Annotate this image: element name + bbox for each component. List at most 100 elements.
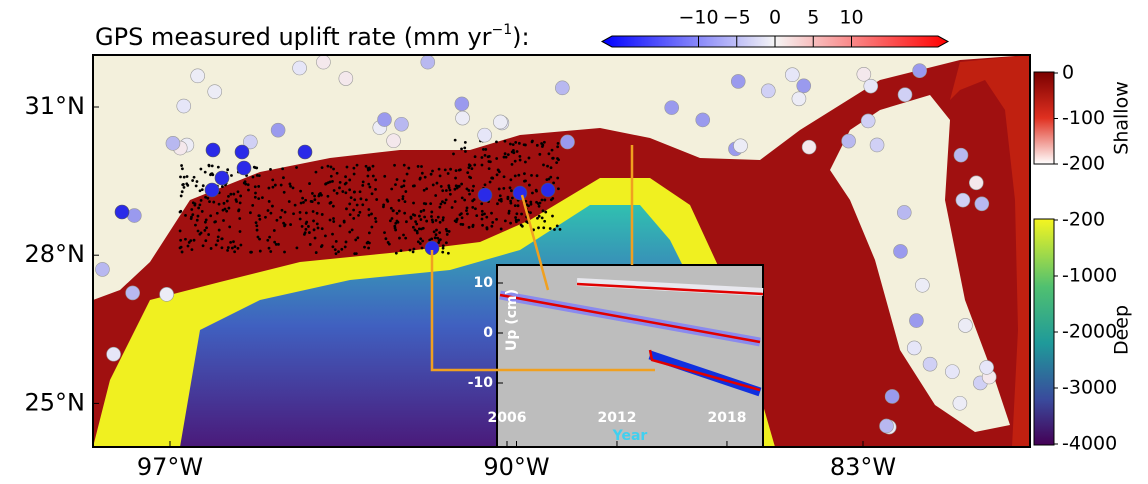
platform [303, 232, 306, 236]
platform [550, 148, 554, 152]
platform [195, 180, 199, 183]
platform [508, 186, 512, 190]
shallow-colorbar [1033, 71, 1055, 165]
platform [497, 187, 501, 191]
inset-ytick-label: 0 [483, 325, 493, 341]
platform [184, 237, 187, 241]
platform [204, 218, 208, 222]
platform [422, 202, 426, 205]
platform [199, 167, 203, 171]
platform [298, 217, 302, 221]
platform [441, 250, 445, 254]
platform [348, 178, 352, 182]
platform [393, 163, 396, 167]
platform [507, 211, 511, 215]
platform [438, 220, 442, 224]
inset-ytick-label: -10 [468, 375, 494, 391]
platform [226, 246, 230, 249]
platform [552, 181, 556, 185]
platform [509, 201, 513, 205]
platform [335, 191, 339, 195]
platform [316, 226, 320, 230]
platform [395, 178, 399, 181]
platform [486, 155, 490, 159]
gps-station [214, 170, 230, 186]
platform [190, 208, 194, 211]
gps-station [512, 185, 528, 201]
gps-station [896, 205, 912, 220]
uplift-tick-label: −5 [723, 7, 751, 29]
platform [404, 190, 408, 193]
platform [332, 167, 335, 171]
platform [508, 142, 512, 146]
platform [497, 170, 501, 174]
platform [258, 217, 262, 221]
platform [430, 237, 434, 241]
platform [299, 189, 303, 193]
platform [463, 146, 467, 150]
platform [460, 147, 463, 151]
platform [434, 219, 438, 222]
platform [543, 198, 547, 202]
platform [302, 200, 305, 204]
platform [335, 171, 339, 175]
platform [472, 198, 476, 201]
platform [485, 215, 489, 219]
platform [490, 211, 493, 215]
platform [195, 218, 199, 222]
platform [364, 198, 368, 202]
platform [344, 240, 348, 244]
gps-station [968, 175, 984, 191]
platform [271, 185, 275, 189]
platform [214, 243, 218, 247]
platform [279, 216, 283, 219]
gps-station [555, 80, 570, 96]
platform [198, 189, 202, 193]
platform [465, 209, 468, 213]
platform [540, 142, 543, 145]
platform [258, 237, 261, 241]
platform [374, 220, 378, 224]
latitude-label: 31°N [25, 92, 86, 120]
gps-station [454, 96, 470, 112]
platform [217, 228, 221, 232]
platform [403, 211, 407, 215]
platform [355, 203, 359, 207]
platform [239, 194, 243, 198]
platform [419, 237, 423, 241]
platform [445, 233, 449, 236]
platform [200, 188, 204, 192]
platform [471, 205, 475, 209]
platform [548, 227, 552, 230]
platform [363, 245, 366, 249]
platform [358, 210, 362, 214]
platform [269, 168, 272, 171]
platform [308, 243, 312, 246]
platform [536, 216, 539, 220]
platform [460, 182, 464, 186]
platform [540, 198, 544, 202]
platform [502, 155, 506, 159]
platform [470, 167, 474, 171]
deep-colorbar [1033, 218, 1055, 446]
platform [280, 208, 284, 212]
platform [348, 213, 352, 217]
platform [454, 169, 458, 173]
platform [441, 189, 445, 193]
platform [209, 247, 213, 250]
platform [271, 178, 275, 182]
platform [334, 240, 338, 243]
platform [207, 164, 211, 168]
platform [216, 239, 220, 243]
platform [483, 154, 487, 157]
platform [481, 223, 484, 227]
platform [253, 185, 257, 189]
platform [329, 174, 333, 178]
platform [454, 184, 458, 188]
platform [437, 167, 441, 171]
platform [227, 194, 230, 198]
platform [466, 171, 470, 175]
platform [279, 183, 283, 187]
platform [182, 185, 186, 189]
platform [208, 200, 211, 204]
